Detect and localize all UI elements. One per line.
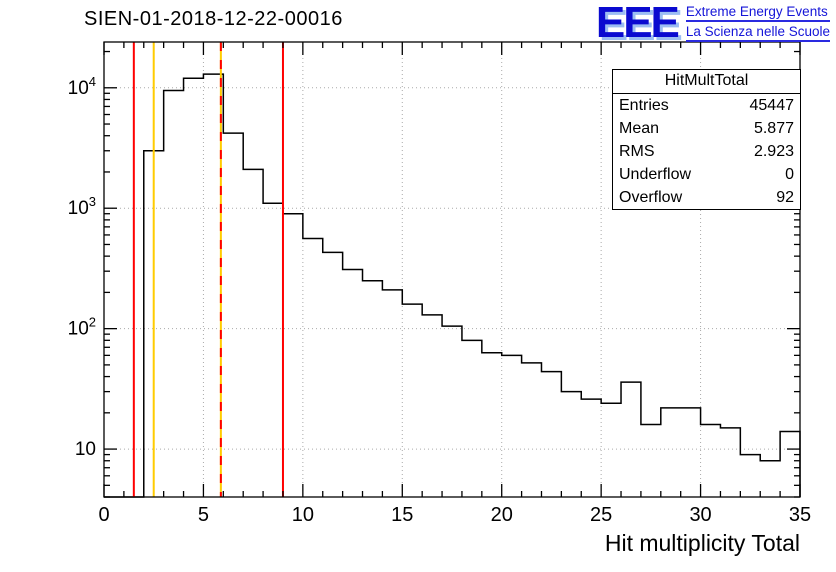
axis-frame <box>103 41 801 498</box>
stat-label: Entries <box>619 96 669 114</box>
stat-label: Underflow <box>619 165 692 183</box>
stat-label: Mean <box>619 119 660 137</box>
svg-text:103: 103 <box>68 194 96 219</box>
logo-line-1: Extreme Energy Events <box>685 4 830 22</box>
svg-text:20: 20 <box>491 504 513 526</box>
eee-logo: EEE Extreme Energy Events La Scienza nel… <box>595 0 830 47</box>
eee-logo-caption: Extreme Energy Events La Scienza nelle S… <box>685 2 830 44</box>
stat-row-mean: Mean 5.877 <box>613 117 800 140</box>
stat-row-underflow: Underflow 0 <box>613 163 800 186</box>
svg-text:15: 15 <box>391 504 413 526</box>
svg-text:5: 5 <box>198 504 209 526</box>
svg-text:30: 30 <box>689 504 711 526</box>
stat-value: 5.877 <box>753 119 794 137</box>
stat-row-entries: Entries 45447 <box>613 94 800 117</box>
stat-row-rms: RMS 2.923 <box>613 140 800 163</box>
svg-text:0: 0 <box>98 504 109 526</box>
plot-title: SIEN-01-2018-12-22-00016 <box>84 8 343 30</box>
svg-text:10: 10 <box>75 439 96 460</box>
x-axis-title: Hit multiplicity Total <box>604 530 800 556</box>
stat-label: RMS <box>619 142 655 160</box>
eee-logo-icon: EEE <box>595 0 680 47</box>
stats-box-title: HitMultTotal <box>613 70 800 94</box>
marker-lines <box>132 42 284 497</box>
stat-value: 45447 <box>749 96 795 114</box>
histogram-line <box>104 73 801 498</box>
stat-value: 92 <box>776 188 794 206</box>
svg-text:35: 35 <box>789 504 811 526</box>
svg-text:104: 104 <box>68 74 96 99</box>
x-tick-labels: 0 5 10 15 20 25 30 35 <box>98 504 811 526</box>
stat-value: 2.923 <box>753 142 794 160</box>
svg-text:25: 25 <box>590 504 612 526</box>
stat-label: Overflow <box>619 188 683 206</box>
svg-text:102: 102 <box>68 315 96 340</box>
stat-value: 0 <box>785 165 794 183</box>
stat-row-overflow: Overflow 92 <box>613 186 800 209</box>
logo-line-2: La Scienza nelle Scuole <box>685 24 830 42</box>
svg-text:10: 10 <box>292 504 314 526</box>
y-tick-labels: 10 102 103 104 <box>68 74 96 460</box>
stats-box: HitMultTotal Entries 45447 Mean 5.877 RM… <box>612 69 801 210</box>
